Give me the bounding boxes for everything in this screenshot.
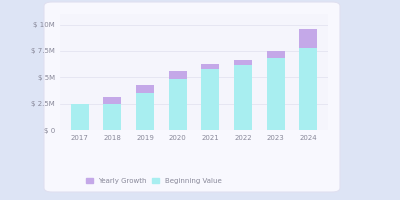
Bar bbox=[300, 29, 317, 48]
Bar bbox=[103, 97, 121, 104]
Bar bbox=[201, 64, 219, 69]
Bar bbox=[136, 85, 154, 93]
Legend: Yearly Growth, Beginning Value: Yearly Growth, Beginning Value bbox=[83, 175, 224, 187]
Bar bbox=[71, 104, 88, 130]
Bar bbox=[201, 69, 219, 130]
Bar bbox=[234, 65, 252, 130]
Bar bbox=[267, 51, 285, 58]
Bar bbox=[300, 48, 317, 130]
Bar bbox=[136, 93, 154, 130]
Bar bbox=[267, 58, 285, 130]
Bar bbox=[103, 104, 121, 130]
Bar bbox=[169, 71, 187, 79]
Bar bbox=[169, 79, 187, 130]
Bar bbox=[234, 60, 252, 65]
